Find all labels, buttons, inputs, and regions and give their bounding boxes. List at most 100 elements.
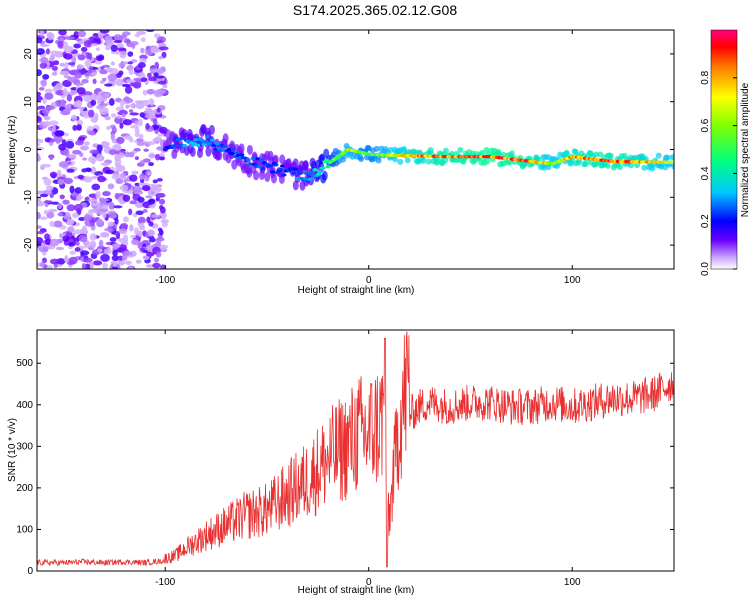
- snr-x-tick-label: 100: [564, 577, 581, 588]
- spectrogram-noise-cell: [124, 260, 132, 265]
- spectrogram-noise-cell: [63, 53, 73, 60]
- spectrogram-y-tick-label: 10: [23, 96, 34, 108]
- spectrogram-y-tick-label: -10: [23, 190, 34, 205]
- spectrogram-noise-cell: [83, 94, 92, 102]
- spectrogram-noise-cell: [136, 230, 143, 237]
- spectrogram-noise-cell: [71, 114, 78, 122]
- colorbar-gradient: [710, 29, 738, 270]
- spectrogram-noise-cell: [148, 76, 157, 82]
- spectrogram-noise-cell: [42, 257, 47, 264]
- spectrogram-noise-cell: [84, 60, 92, 68]
- spectrogram-noise-cell: [69, 185, 75, 194]
- spectrogram-noise-cell: [47, 32, 55, 41]
- spectrogram-noise-cell: [148, 221, 154, 227]
- spectrogram-noise-cell: [156, 107, 161, 113]
- spectrogram-noise-cell: [134, 100, 145, 104]
- snr-y-tick-label: 200: [16, 483, 33, 494]
- spectrogram-noise-cell: [59, 233, 64, 239]
- spectrogram-noise-cell: [58, 30, 67, 36]
- spectrogram-ridge-core: [209, 138, 215, 142]
- spectrogram-noise-cell: [154, 136, 162, 142]
- spectrogram-ridge-halo: [604, 162, 611, 169]
- spectrogram-ridge-halo: [634, 162, 641, 169]
- spectrogram-ridge-core: [294, 177, 300, 181]
- snr-frame: [36, 329, 675, 572]
- spectrogram-noise-cell: [137, 72, 146, 79]
- spectrogram-noise-cell: [37, 196, 41, 203]
- spectrogram-noise-cell: [120, 223, 129, 229]
- spectrogram-noise-cell: [46, 211, 55, 219]
- spectrogram-noise-cell: [63, 177, 74, 185]
- spectrogram-ridge-halo: [499, 160, 506, 167]
- spectrogram-noise-cell: [129, 200, 137, 205]
- spectrogram-noise-cell: [73, 203, 83, 212]
- spectrogram-noise-cell: [110, 44, 118, 52]
- snr-series: [37, 331, 674, 568]
- spectrogram-noise-cell: [124, 151, 130, 158]
- spectrogram-noise-cell: [155, 153, 160, 161]
- spectrogram-ridge-halo: [669, 154, 674, 161]
- spectrogram-noise-cell: [74, 247, 81, 252]
- spectrogram-noise-cell: [75, 100, 83, 107]
- spectrogram-noise-cell: [128, 266, 134, 269]
- spectrogram-noise-cell: [96, 144, 103, 153]
- spectrogram-noise-cell: [67, 62, 76, 66]
- spectrogram-noise-cell: [157, 133, 165, 137]
- spectrogram-noise-cell: [108, 98, 115, 106]
- spectrogram-noise-cell: [77, 136, 86, 141]
- spectrogram-ridge-core: [263, 162, 269, 166]
- spectrogram-noise-cell: [44, 92, 54, 100]
- spectrogram-ridge-halo: [392, 156, 399, 163]
- spectrogram-noise-cell: [53, 60, 60, 66]
- spectrogram-noise-cell: [81, 51, 87, 55]
- spectrogram-noise-cell: [85, 51, 91, 59]
- spectrogram-noise-cell: [153, 257, 160, 263]
- spectrogram-noise-cell: [146, 245, 152, 252]
- spectrogram-noise-cell: [150, 65, 157, 69]
- spectrogram-ridge-halo: [216, 150, 223, 161]
- spectrogram-noise-cell: [65, 140, 75, 149]
- snr-x-axis-label: Height of straight line (km): [298, 585, 415, 596]
- spectrogram-ridge-halo: [616, 164, 623, 171]
- spectrogram-noise-cell: [94, 96, 100, 101]
- spectrogram-noise-cell: [112, 261, 118, 268]
- spectrogram-noise-cell: [111, 173, 121, 180]
- spectrogram-noise-cell: [55, 246, 65, 251]
- spectrogram-noise-cell: [140, 222, 145, 229]
- spectrogram-noise-cell: [81, 263, 87, 269]
- spectrogram-noise-cell: [145, 252, 155, 257]
- spectrogram-noise-cell: [150, 185, 158, 192]
- spectrogram-noise-cell: [114, 192, 120, 200]
- spectrogram-noise-cell: [37, 142, 41, 147]
- spectrogram-ridge-core: [317, 170, 323, 174]
- spectrogram-noise-cell: [48, 208, 58, 213]
- spectrogram-noise-cell: [114, 158, 122, 166]
- spectrogram-noise-cell: [72, 124, 78, 131]
- spectrogram-noise-cell: [158, 156, 165, 161]
- spectrogram-noise-cell: [135, 210, 144, 216]
- spectrogram-noise-cell: [49, 171, 58, 178]
- spectrogram-noise-cell: [142, 255, 150, 261]
- spectrogram-noise-cell: [104, 83, 113, 87]
- spectrogram-ridge-core: [170, 144, 176, 148]
- spectrogram-noise-cell: [134, 104, 142, 109]
- spectrogram-ridge-halo: [238, 143, 245, 154]
- spectrogram-noise-cell: [88, 65, 93, 74]
- spectrogram-noise-cell: [39, 62, 48, 69]
- spectrogram-noise-cell: [157, 227, 163, 232]
- spectrogram-noise-cell: [146, 141, 156, 145]
- spectrogram-noise-cell: [40, 44, 50, 48]
- spectrogram-noise-cell: [128, 68, 134, 75]
- spectrogram-noise-cell: [110, 61, 115, 66]
- spectrogram-noise-cell: [102, 141, 110, 147]
- spectrogram-noise-cell: [37, 153, 40, 162]
- spectrogram-ridge-halo: [349, 153, 356, 160]
- spectrogram-noise-cell: [88, 109, 95, 118]
- spectrogram-noise-cell: [132, 185, 143, 193]
- snr-x-tick-label: -100: [155, 577, 175, 588]
- spectrogram-noise-cell: [129, 224, 134, 232]
- colorbar-tick-label: 0.0: [700, 262, 711, 276]
- spectrogram-noise-cell: [111, 255, 120, 262]
- spectrogram-noise-cell: [57, 202, 63, 210]
- spectrogram-ridge-core: [273, 163, 279, 167]
